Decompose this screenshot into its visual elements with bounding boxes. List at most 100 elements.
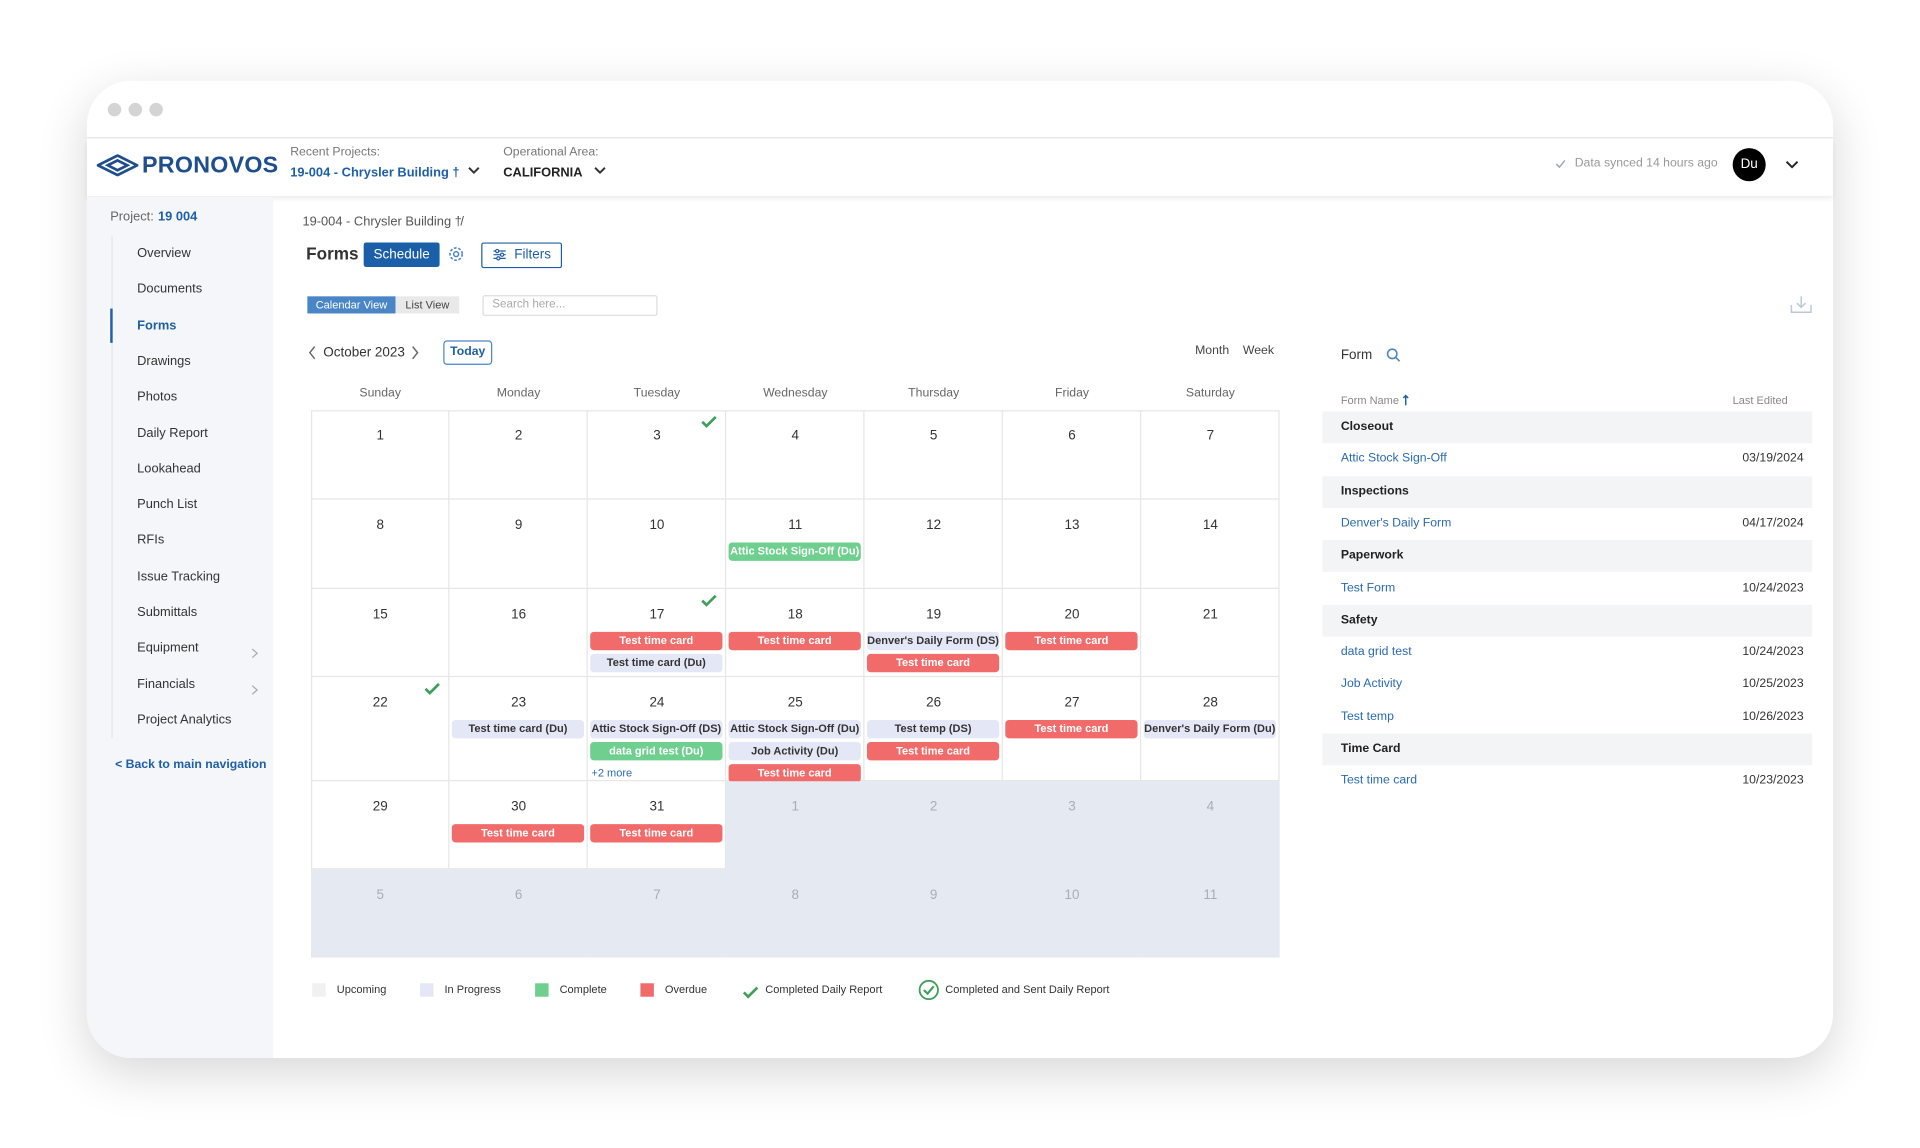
avatar[interactable]: Du bbox=[1732, 148, 1766, 182]
form-name[interactable]: Denver's Daily Form bbox=[1340, 516, 1452, 531]
download-icon[interactable] bbox=[1790, 295, 1812, 315]
event-pill[interactable]: Test temp (DS) bbox=[866, 720, 1000, 739]
nav-item[interactable]: Lookahead bbox=[137, 461, 201, 477]
calendar-cell[interactable] bbox=[864, 588, 1003, 678]
column-header[interactable]: Last Edited bbox=[1732, 394, 1788, 407]
calendar-cell[interactable] bbox=[449, 410, 588, 500]
nav-item[interactable]: Overview bbox=[137, 246, 191, 261]
form-name[interactable]: Job Activity bbox=[1340, 677, 1403, 692]
event-pill[interactable]: Test time card bbox=[728, 631, 861, 651]
calendar-cell[interactable] bbox=[587, 869, 727, 958]
event-pill[interactable]: Test time card (Du) bbox=[590, 653, 723, 673]
search-icon[interactable] bbox=[1386, 348, 1401, 363]
calendar-cell[interactable] bbox=[587, 588, 727, 678]
event-pill[interactable]: data grid test (Du) bbox=[590, 742, 723, 761]
calendar-cell[interactable] bbox=[311, 781, 450, 870]
recent-project[interactable]: 19-004 - Chrysler Building † bbox=[290, 165, 460, 181]
event-pill[interactable]: Attic Stock Sign-Off (Du) bbox=[728, 720, 861, 739]
event-pill[interactable]: Test time card bbox=[590, 631, 723, 651]
calendar-cell[interactable] bbox=[587, 677, 727, 782]
event-pill[interactable]: Test time card bbox=[866, 653, 1000, 673]
event-pill[interactable]: Attic Stock Sign-Off (DS) bbox=[590, 720, 723, 739]
more-link[interactable]: +2 more bbox=[591, 766, 633, 779]
calendar-cell[interactable] bbox=[1002, 588, 1142, 678]
breadcrumb[interactable]: 19-004 - Chrysler Building † bbox=[302, 214, 462, 229]
chevron-down[interactable] bbox=[468, 167, 480, 176]
event-pill[interactable]: Test time card bbox=[590, 824, 723, 843]
logo[interactable]: PRONOVOS bbox=[142, 153, 279, 179]
filters-button[interactable] bbox=[481, 242, 563, 269]
chevron-down[interactable] bbox=[594, 167, 606, 176]
calendar-cell[interactable] bbox=[864, 869, 1003, 958]
event-pill[interactable]: Test time card bbox=[1005, 720, 1138, 739]
nav-item[interactable]: Issue Tracking bbox=[137, 569, 221, 584]
calendar-cell[interactable] bbox=[449, 499, 588, 589]
month-mode[interactable]: Month bbox=[1195, 344, 1230, 358]
calendar-cell[interactable] bbox=[449, 588, 588, 678]
calendar-cell[interactable] bbox=[1002, 677, 1142, 782]
chevron-down[interactable] bbox=[1785, 160, 1799, 169]
settings-icon[interactable] bbox=[447, 245, 465, 263]
nav-item[interactable]: Forms bbox=[137, 317, 177, 333]
form-name[interactable]: data grid test bbox=[1340, 645, 1412, 659]
calendar-cell[interactable] bbox=[726, 499, 865, 589]
view-toggle[interactable]: List View bbox=[395, 296, 460, 314]
view-toggle-active[interactable]: Calendar View bbox=[307, 296, 396, 314]
calendar-cell[interactable] bbox=[311, 677, 450, 782]
nav-item[interactable]: RFIs bbox=[137, 533, 165, 548]
calendar-cell[interactable] bbox=[311, 410, 450, 500]
form-name[interactable]: Test Form bbox=[1340, 581, 1396, 595]
nav-item[interactable]: Equipment bbox=[137, 640, 199, 656]
calendar-cell[interactable] bbox=[1002, 410, 1142, 500]
event-pill[interactable]: Job Activity (Du) bbox=[728, 742, 861, 761]
schedule-button[interactable]: Schedule bbox=[363, 242, 440, 267]
form-name[interactable]: Attic Stock Sign-Off bbox=[1340, 452, 1447, 466]
calendar-cell[interactable] bbox=[1002, 869, 1142, 958]
calendar-cell[interactable] bbox=[864, 410, 1003, 500]
calendar-cell[interactable] bbox=[311, 588, 450, 678]
nav-item[interactable]: Punch List bbox=[137, 497, 198, 512]
back-link[interactable]: < Back to main navigation bbox=[115, 757, 267, 772]
nav-item[interactable]: Drawings bbox=[137, 353, 191, 369]
calendar-cell[interactable] bbox=[726, 869, 865, 958]
event-pill[interactable]: Denver's Daily Form (DS) bbox=[866, 631, 1000, 651]
calendar-cell[interactable] bbox=[587, 499, 727, 589]
calendar-cell[interactable] bbox=[864, 499, 1003, 589]
nav-item[interactable]: Daily Report bbox=[137, 425, 208, 441]
calendar-cell[interactable] bbox=[726, 588, 865, 678]
calendar-cell[interactable] bbox=[864, 781, 1003, 870]
calendar-cell[interactable] bbox=[587, 410, 727, 500]
nav-item[interactable]: Submittals bbox=[137, 604, 198, 620]
calendar-cell[interactable] bbox=[1141, 781, 1280, 870]
calendar-cell[interactable] bbox=[449, 781, 588, 870]
prev-month[interactable] bbox=[307, 345, 317, 360]
calendar-cell[interactable] bbox=[1141, 869, 1280, 958]
calendar-cell[interactable] bbox=[587, 781, 727, 870]
calendar-cell[interactable] bbox=[1002, 499, 1142, 589]
calendar-cell[interactable] bbox=[726, 781, 865, 870]
form-name[interactable]: Test time card bbox=[1340, 774, 1418, 788]
nav-item[interactable]: Documents bbox=[137, 281, 203, 297]
week-mode[interactable]: Week bbox=[1242, 344, 1274, 358]
form-name[interactable]: Test temp bbox=[1340, 709, 1394, 724]
calendar-cell[interactable] bbox=[1002, 781, 1142, 870]
calendar-cell[interactable] bbox=[449, 677, 588, 782]
today-button[interactable]: Today bbox=[443, 340, 493, 365]
operational-area[interactable]: CALIFORNIA bbox=[503, 165, 583, 181]
column-header[interactable]: Form Name bbox=[1340, 394, 1399, 407]
calendar-cell[interactable] bbox=[449, 869, 588, 958]
event-pill[interactable]: Test time card bbox=[728, 764, 861, 783]
event-pill[interactable]: Test time card bbox=[866, 742, 1000, 761]
nav-item[interactable]: Photos bbox=[137, 389, 178, 405]
event-pill[interactable]: Test time card (Du) bbox=[451, 720, 585, 739]
search-input[interactable] bbox=[482, 295, 658, 316]
event-pill[interactable]: Test time card bbox=[1005, 631, 1138, 651]
event-pill[interactable]: Test time card bbox=[451, 824, 585, 843]
calendar-cell[interactable] bbox=[1141, 410, 1280, 500]
calendar-cell[interactable] bbox=[1141, 499, 1280, 589]
calendar-cell[interactable] bbox=[1141, 588, 1280, 678]
calendar-cell[interactable] bbox=[726, 410, 865, 500]
calendar-cell[interactable] bbox=[311, 499, 450, 589]
calendar-cell[interactable] bbox=[1141, 677, 1280, 782]
nav-item[interactable]: Financials bbox=[137, 676, 196, 692]
